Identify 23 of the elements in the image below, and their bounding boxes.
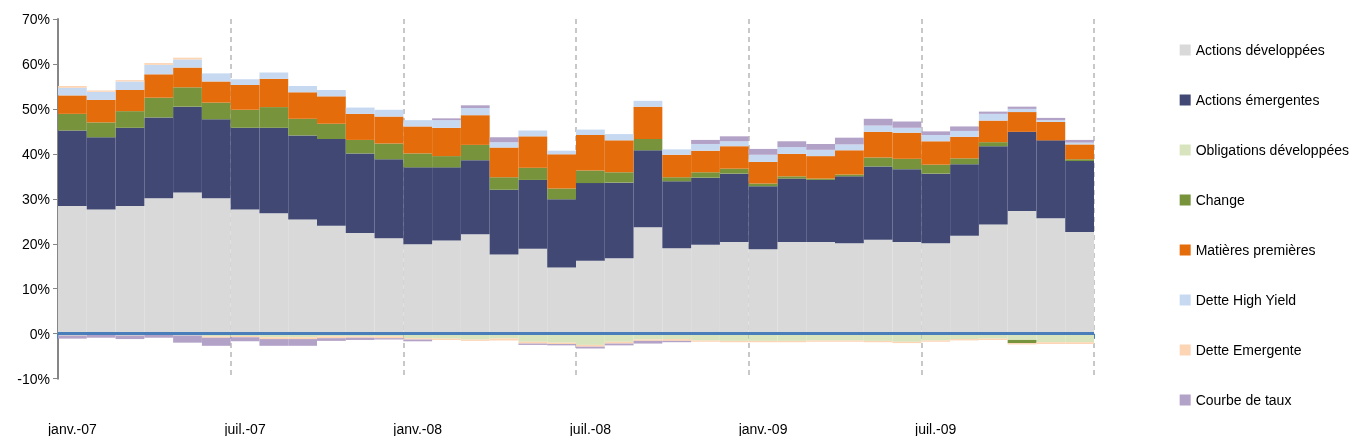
x-tick-label: juil.-09: [914, 421, 957, 436]
legend-label: Actions développées: [1195, 42, 1325, 58]
x-tick-label: janv.-07: [47, 421, 97, 436]
y-tick-label: 60%: [21, 55, 50, 72]
legend-label: Obligations développées: [1195, 142, 1350, 158]
y-tick-label: 70%: [21, 11, 50, 27]
y-tick-label: 0%: [29, 325, 50, 342]
legend-label: Actions émergentes: [1195, 92, 1320, 108]
x-tick-label: janv.-09: [737, 421, 788, 436]
y-tick-label: 40%: [21, 145, 50, 162]
x-tick-label: juil.-07: [223, 421, 266, 436]
y-tick-label: 50%: [21, 100, 50, 117]
y-tick-label: 30%: [21, 190, 50, 207]
legend-label: Courbe de taux: [1195, 392, 1292, 408]
legend-label: Matières premières: [1195, 242, 1316, 258]
legend-label: Dette High Yield: [1195, 292, 1297, 308]
y-tick-label: -10%: [17, 370, 50, 387]
legend-label: Dette Emergente: [1195, 342, 1302, 358]
y-tick-label: 10%: [21, 280, 50, 297]
x-tick-label: juil.-08: [568, 421, 612, 436]
x-tick-label: janv.-08: [392, 421, 443, 436]
legend-label: Change: [1195, 192, 1245, 208]
y-tick-label: 20%: [21, 235, 50, 252]
